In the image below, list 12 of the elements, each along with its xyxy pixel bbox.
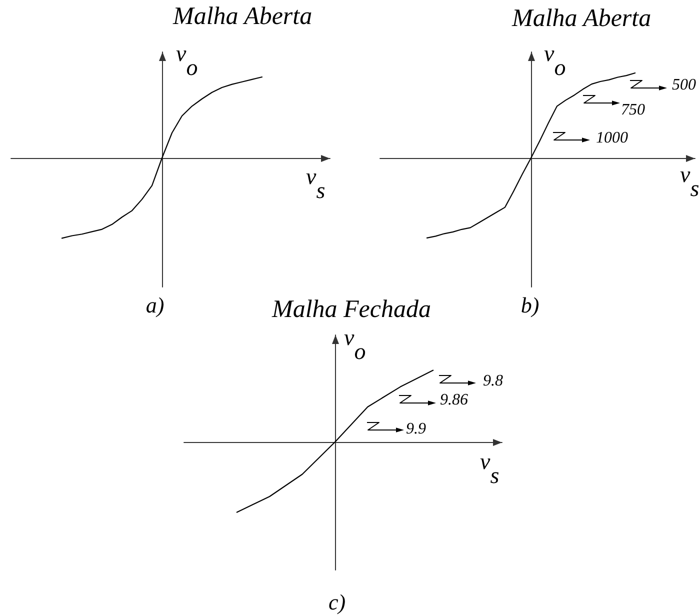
annotation: 1000 bbox=[596, 130, 628, 146]
text: 500 bbox=[672, 76, 696, 94]
chart-title: Malha Aberta bbox=[172, 3, 312, 30]
text: c) bbox=[328, 590, 346, 614]
text: a) bbox=[146, 292, 164, 318]
chart-title: Malha Aberta bbox=[511, 5, 652, 32]
text: 9.8 bbox=[483, 372, 503, 390]
chart-title: Malha Fechada bbox=[271, 296, 431, 323]
text: b) bbox=[520, 292, 540, 318]
annotation: 750 bbox=[621, 102, 645, 118]
annotation: 9.86 bbox=[440, 392, 468, 408]
annotation: 9.9 bbox=[406, 420, 426, 438]
